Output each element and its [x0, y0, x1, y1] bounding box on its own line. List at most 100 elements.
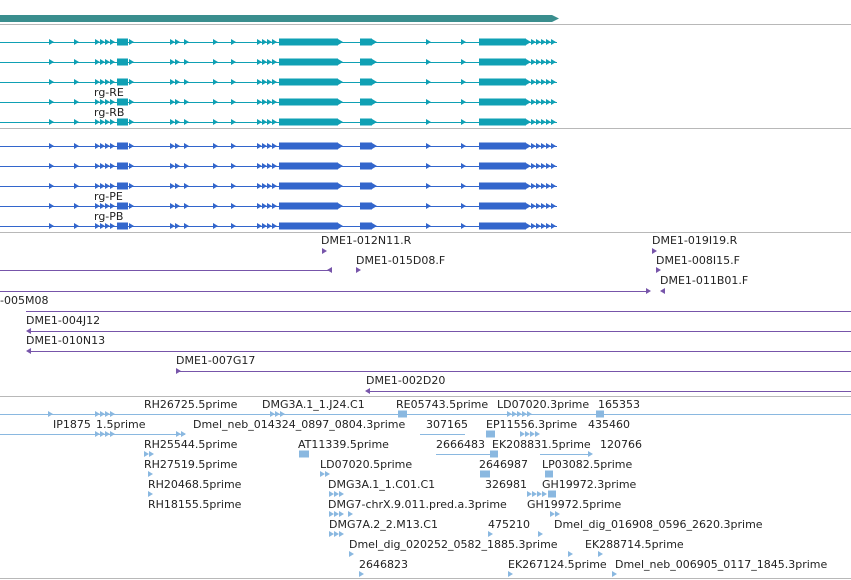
bac-end-label[interactable]: DME1-008I15.F	[656, 254, 740, 267]
est-label[interactable]: GH19972.3prime	[542, 478, 637, 491]
est-label[interactable]: RH27519.5prime	[144, 458, 238, 471]
est-label[interactable]: DMG3A.1_1.C01.C1	[328, 478, 436, 491]
exon-arrow	[272, 79, 277, 85]
est-label[interactable]: LD07020.5prime	[320, 458, 413, 471]
exon-arrow	[531, 163, 536, 169]
exon-block	[279, 38, 338, 46]
est-label[interactable]: LD07020.3prime	[497, 398, 590, 411]
est-label[interactable]: 2646987	[479, 458, 528, 471]
est-label[interactable]: 2646823	[359, 558, 408, 571]
exon-arrow	[105, 39, 110, 45]
est-label[interactable]: RH26725.5prime	[144, 398, 238, 411]
exon-block	[360, 78, 372, 86]
bac-end-label[interactable]: DME1-007G17	[176, 354, 256, 367]
bac-end-label[interactable]: DME1-019I19.R	[652, 234, 738, 247]
exon-arrow	[338, 79, 343, 85]
exon-arrow	[338, 143, 343, 149]
exon-arrow	[100, 119, 105, 125]
gene-bar[interactable]	[0, 15, 552, 22]
exon-arrow	[546, 163, 551, 169]
est-label[interactable]: Dmel_dig_016908_0596_2620.3prime	[554, 518, 763, 531]
est-label[interactable]: RH25544.5prime	[144, 438, 238, 451]
est-label[interactable]: 1.5prime	[96, 418, 146, 431]
est-label[interactable]: RH18155.5prime	[148, 498, 242, 511]
transcript-label[interactable]: rg-RE	[94, 86, 124, 99]
exon-arrow	[531, 143, 536, 149]
exon-arrow	[267, 223, 272, 229]
est-arrow	[334, 491, 339, 497]
exon-arrow	[551, 163, 556, 169]
exon-arrow	[129, 183, 134, 189]
est-label[interactable]: EP11556.3prime	[486, 418, 578, 431]
bac-end-label[interactable]: DME1-004J12	[26, 314, 101, 327]
est-label[interactable]: DMG7-chrX.9.011.pred.a.3prime	[328, 498, 507, 511]
est-label[interactable]: IP1875	[53, 418, 91, 431]
exon-arrow	[267, 203, 272, 209]
exon-block	[117, 58, 128, 66]
est-label[interactable]: Dmel_dig_020252_0582_1885.3prime	[349, 538, 558, 551]
bac-end-arrow	[652, 248, 657, 254]
est-arrow	[348, 511, 353, 517]
est-label[interactable]: DMG3A.1_1.J24.C1	[262, 398, 365, 411]
exon-block	[117, 222, 128, 230]
bac-end-label[interactable]: DME1-002D20	[366, 374, 446, 387]
est-label[interactable]: 165353	[598, 398, 640, 411]
bac-end-label[interactable]: DME1-012N11.R	[321, 234, 412, 247]
est-label[interactable]: 2666483	[436, 438, 485, 451]
exon-arrow	[110, 39, 115, 45]
exon-arrow	[541, 143, 546, 149]
exon-arrow	[338, 203, 343, 209]
exon-block	[360, 202, 372, 210]
exon-arrow	[426, 59, 431, 65]
est-label[interactable]: EK288714.5prime	[585, 538, 684, 551]
est-label[interactable]: DMG7A.2_2.M13.C1	[329, 518, 438, 531]
exon-arrow	[213, 183, 218, 189]
est-label[interactable]: 435460	[588, 418, 630, 431]
est-label[interactable]: RE05743.5prime	[396, 398, 489, 411]
bac-end-label[interactable]: -005M08	[0, 294, 49, 307]
exon-arrow	[267, 143, 272, 149]
est-label[interactable]: RH20468.5prime	[148, 478, 242, 491]
exon-arrow	[541, 99, 546, 105]
exon-arrow	[213, 79, 218, 85]
exon-block	[360, 38, 372, 46]
exon-arrow	[170, 99, 175, 105]
bac-end-label[interactable]: DME1-010N13	[26, 334, 106, 347]
exon-arrow	[231, 183, 236, 189]
est-label[interactable]: Dmel_neb_014324_0897_0804.3prime	[193, 418, 406, 431]
exon-block	[360, 222, 372, 230]
bac-end-label[interactable]: DME1-011B01.F	[660, 274, 749, 287]
est-arrow	[270, 411, 275, 417]
est-arrow	[176, 431, 181, 437]
exon-arrow	[105, 223, 110, 229]
est-label[interactable]: Dmel_neb_006905_0117_1845.3prime	[615, 558, 828, 571]
exon-arrow	[49, 119, 54, 125]
exon-block	[479, 182, 526, 190]
exon-block	[279, 78, 338, 86]
bac-end-label[interactable]: DME1-015D08.F	[356, 254, 446, 267]
est-label[interactable]: 120766	[600, 438, 642, 451]
est-arrow	[334, 531, 339, 537]
protein-label[interactable]: rg-PB	[94, 210, 124, 223]
exon-arrow	[105, 203, 110, 209]
est-label[interactable]: AT11339.5prime	[298, 438, 389, 451]
exon-arrow	[184, 39, 189, 45]
est-label[interactable]: 475210	[488, 518, 530, 531]
exon-arrow	[338, 99, 343, 105]
exon-arrow	[257, 79, 262, 85]
bac-end-arrow	[356, 267, 361, 273]
est-label[interactable]: GH19972.5prime	[527, 498, 622, 511]
est-label[interactable]: LP03082.5prime	[542, 458, 633, 471]
est-label[interactable]: EK208831.5prime	[492, 438, 591, 451]
est-label[interactable]: 307165	[426, 418, 468, 431]
exon-arrow	[426, 79, 431, 85]
protein-label[interactable]: rg-PE	[94, 190, 123, 203]
exon-arrow	[74, 163, 79, 169]
exon-arrow	[536, 119, 541, 125]
exon-arrow	[49, 59, 54, 65]
transcript-label[interactable]: rg-RB	[94, 106, 125, 119]
exon-arrow	[110, 163, 115, 169]
est-label[interactable]: EK267124.5prime	[508, 558, 607, 571]
est-label[interactable]: 326981	[485, 478, 527, 491]
exon-block	[360, 162, 372, 170]
